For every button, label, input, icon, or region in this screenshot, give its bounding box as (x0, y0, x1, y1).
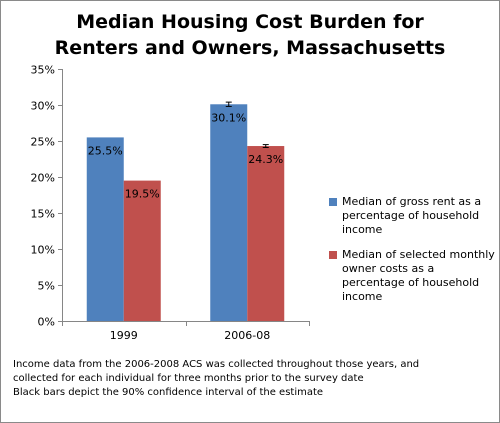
x-tick-label-1: 2006-08 (224, 329, 270, 342)
bar-series0-0 (86, 137, 124, 321)
x-tick-label-0: 1999 (110, 329, 138, 342)
legend-item-owner: Median of selected monthly owner costs a… (329, 248, 495, 304)
legend-swatch-owner (329, 251, 337, 259)
footnote-line-3: Black bars depict the 90% confidence int… (13, 387, 324, 398)
legend-label-rent: Median of gross rent as a percentage of … (342, 195, 482, 236)
legend-label-owner: Median of selected monthly owner costs a… (342, 248, 495, 303)
y-tick-label-3: 15% (31, 208, 55, 221)
footnote: Income data from the 2006-2008 ACS was c… (13, 358, 493, 400)
y-tick-label-2: 10% (31, 244, 55, 257)
data-label-series1-0: 19.5% (125, 188, 160, 201)
data-labels: 1999 25.5% 19.5% 2006-08 30.1% 24.3% (88, 111, 283, 342)
y-tick-label-4: 20% (31, 172, 55, 185)
footnote-line-1: Income data from the 2006-2008 ACS was c… (13, 359, 420, 370)
legend-item-rent: Median of gross rent as a percentage of … (329, 195, 495, 237)
axes: 0% 5% 10% 15% 20% 25% 30% 35% (31, 64, 310, 329)
chart-title: Median Housing Cost Burden for Renters a… (54, 11, 446, 59)
bar-series1-1 (247, 146, 285, 321)
y-tick-label-6: 30% (31, 100, 55, 113)
footnote-line-2: collected for each individual for three … (13, 373, 364, 384)
data-label-series1-1: 24.3% (248, 153, 283, 166)
legend: Median of gross rent as a percentage of … (329, 195, 495, 315)
y-tick-label-7: 35% (31, 64, 55, 77)
legend-swatch-rent (329, 198, 337, 206)
bar-series1-0 (123, 180, 161, 321)
bar-series0-1 (210, 104, 248, 321)
y-tick-label-1: 5% (38, 280, 55, 293)
y-tick-label-0: 0% (38, 316, 55, 329)
data-label-series0-0: 25.5% (88, 144, 123, 157)
y-tick-label-5: 25% (31, 136, 55, 149)
bars (86, 101, 285, 321)
data-label-series0-1: 30.1% (211, 111, 246, 124)
